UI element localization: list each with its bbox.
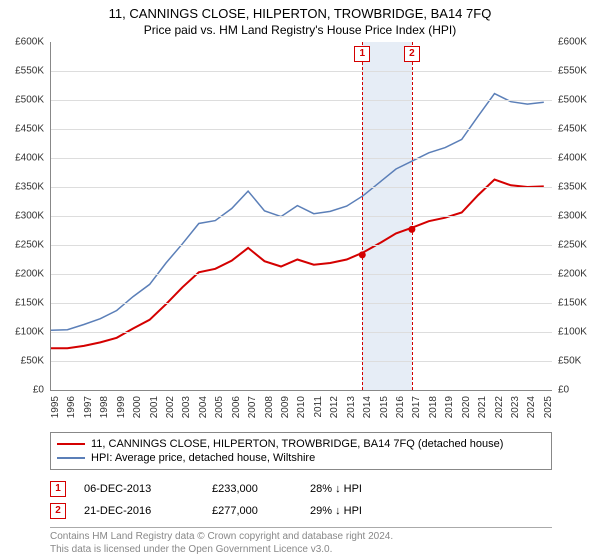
y-tick-label: £0 xyxy=(33,385,44,396)
sale-price: £233,000 xyxy=(212,483,292,495)
y-tick-label: £500K xyxy=(558,95,587,106)
y-tick-label: £150K xyxy=(15,298,44,309)
x-tick-label: 2019 xyxy=(444,396,455,418)
y-tick-label: £50K xyxy=(21,356,44,367)
x-tick-label: 2005 xyxy=(214,396,225,418)
x-tick-label: 2023 xyxy=(510,396,521,418)
footer: Contains HM Land Registry data © Crown c… xyxy=(50,527,552,556)
x-tick-label: 2011 xyxy=(313,396,324,418)
x-tick-label: 1996 xyxy=(66,396,77,418)
y-tick-label: £400K xyxy=(15,153,44,164)
y-tick-label: £250K xyxy=(558,240,587,251)
chart-title: 11, CANNINGS CLOSE, HILPERTON, TROWBRIDG… xyxy=(0,0,600,21)
x-tick-label: 2012 xyxy=(329,396,340,418)
x-tick-label: 2007 xyxy=(247,396,258,418)
x-tick-label: 2021 xyxy=(477,396,488,418)
x-tick-label: 1997 xyxy=(83,396,94,418)
x-tick-label: 2013 xyxy=(346,396,357,418)
x-tick-label: 2014 xyxy=(362,396,373,418)
y-tick-label: £350K xyxy=(15,182,44,193)
sales-table: 1 06-DEC-2013 £233,000 28% ↓ HPI 2 21-DEC-201… xyxy=(50,478,552,522)
legend-swatch xyxy=(57,457,85,459)
x-tick-label: 2003 xyxy=(181,396,192,418)
legend-label: 11, CANNINGS CLOSE, HILPERTON, TROWBRIDG… xyxy=(91,438,503,450)
y-axis-right: £0£50K£100K£150K£200K£250K£300K£350K£400… xyxy=(554,42,600,390)
x-tick-label: 1995 xyxy=(50,396,61,418)
x-tick-label: 2022 xyxy=(494,396,505,418)
x-tick-label: 2000 xyxy=(132,396,143,418)
y-tick-label: £550K xyxy=(15,66,44,77)
sale-row: 1 06-DEC-2013 £233,000 28% ↓ HPI xyxy=(50,478,552,500)
x-tick-label: 2025 xyxy=(543,396,554,418)
legend-item: 11, CANNINGS CLOSE, HILPERTON, TROWBRIDG… xyxy=(57,437,545,451)
y-tick-label: £450K xyxy=(558,124,587,135)
y-tick-label: £300K xyxy=(558,211,587,222)
y-tick-label: £450K xyxy=(15,124,44,135)
marker-line xyxy=(412,42,413,390)
sale-date: 21-DEC-2016 xyxy=(84,505,194,517)
y-tick-label: £200K xyxy=(15,269,44,280)
x-tick-label: 2006 xyxy=(231,396,242,418)
sale-marker: 2 xyxy=(50,503,66,519)
x-tick-label: 1999 xyxy=(116,396,127,418)
y-axis-left: £0£50K£100K£150K£200K£250K£300K£350K£400… xyxy=(0,42,48,390)
y-tick-label: £550K xyxy=(558,66,587,77)
sale-delta: 29% ↓ HPI xyxy=(310,505,400,517)
y-tick-label: £350K xyxy=(558,182,587,193)
x-axis: 1995 1996 1997 1998 1999 2000 2001 2002 2003 2004… xyxy=(50,392,552,432)
chart-subtitle: Price paid vs. HM Land Registry's House … xyxy=(0,21,600,41)
x-tick-label: 2020 xyxy=(461,396,472,418)
x-tick-label: 2008 xyxy=(264,396,275,418)
marker-box: 1 xyxy=(354,46,370,62)
legend-swatch xyxy=(57,443,85,445)
legend-item: HPI: Average price, detached house, Wilt… xyxy=(57,451,545,465)
x-tick-label: 2024 xyxy=(526,396,537,418)
plot-area: 12 xyxy=(50,42,552,391)
x-tick-label: 2009 xyxy=(280,396,291,418)
y-tick-label: £200K xyxy=(558,269,587,280)
footer-line1: Contains HM Land Registry data © Crown c… xyxy=(50,531,552,544)
sale-marker: 1 xyxy=(50,481,66,497)
y-tick-label: £100K xyxy=(15,327,44,338)
y-tick-label: £250K xyxy=(15,240,44,251)
footer-line2: This data is licensed under the Open Gov… xyxy=(50,544,552,557)
y-tick-label: £500K xyxy=(15,95,44,106)
marker-box: 2 xyxy=(404,46,420,62)
sale-delta: 28% ↓ HPI xyxy=(310,483,400,495)
x-tick-label: 2004 xyxy=(198,396,209,418)
x-tick-label: 2002 xyxy=(165,396,176,418)
x-tick-label: 1998 xyxy=(99,396,110,418)
x-tick-label: 2015 xyxy=(379,396,390,418)
y-tick-label: £50K xyxy=(558,356,581,367)
x-tick-label: 2018 xyxy=(428,396,439,418)
x-tick-label: 2010 xyxy=(296,396,307,418)
marker-line xyxy=(362,42,363,390)
x-tick-label: 2001 xyxy=(149,396,160,418)
sale-price: £277,000 xyxy=(212,505,292,517)
x-tick-label: 2016 xyxy=(395,396,406,418)
y-tick-label: £150K xyxy=(558,298,587,309)
chart-container: 11, CANNINGS CLOSE, HILPERTON, TROWBRIDG… xyxy=(0,0,600,560)
y-tick-label: £400K xyxy=(558,153,587,164)
x-tick-label: 2017 xyxy=(411,396,422,418)
sale-row: 2 21-DEC-2016 £277,000 29% ↓ HPI xyxy=(50,500,552,522)
sale-date: 06-DEC-2013 xyxy=(84,483,194,495)
legend: 11, CANNINGS CLOSE, HILPERTON, TROWBRIDG… xyxy=(50,432,552,470)
legend-label: HPI: Average price, detached house, Wilt… xyxy=(91,452,315,464)
y-tick-label: £300K xyxy=(15,211,44,222)
y-tick-label: £100K xyxy=(558,327,587,338)
y-tick-label: £0 xyxy=(558,385,569,396)
y-tick-label: £600K xyxy=(15,37,44,48)
y-tick-label: £600K xyxy=(558,37,587,48)
